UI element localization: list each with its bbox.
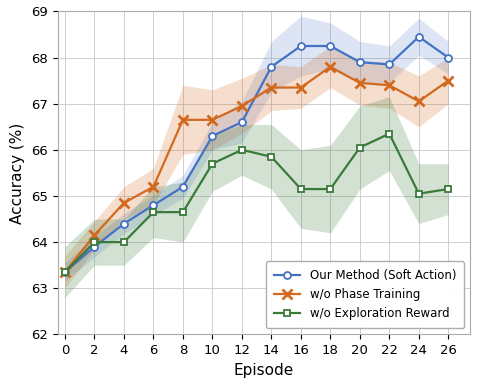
w/o Phase Training bbox=[209, 117, 215, 122]
Our Method (Soft Action) bbox=[151, 203, 156, 207]
w/o Phase Training bbox=[327, 65, 333, 69]
Our Method (Soft Action) bbox=[386, 62, 392, 67]
X-axis label: Episode: Episode bbox=[234, 363, 294, 378]
w/o Phase Training bbox=[62, 270, 68, 274]
w/o Exploration Reward bbox=[386, 131, 392, 136]
Our Method (Soft Action) bbox=[209, 134, 215, 138]
Legend: Our Method (Soft Action), w/o Phase Training, w/o Exploration Reward: Our Method (Soft Action), w/o Phase Trai… bbox=[266, 261, 465, 328]
w/o Exploration Reward bbox=[357, 145, 363, 150]
Our Method (Soft Action) bbox=[180, 184, 186, 189]
w/o Phase Training bbox=[357, 81, 363, 85]
w/o Phase Training bbox=[92, 233, 97, 238]
w/o Phase Training bbox=[180, 117, 186, 122]
Our Method (Soft Action) bbox=[62, 270, 68, 274]
w/o Exploration Reward bbox=[92, 240, 97, 244]
w/o Exploration Reward bbox=[209, 162, 215, 166]
Our Method (Soft Action) bbox=[121, 222, 127, 226]
w/o Exploration Reward bbox=[298, 187, 304, 191]
w/o Exploration Reward bbox=[121, 240, 127, 244]
w/o Exploration Reward bbox=[327, 187, 333, 191]
Our Method (Soft Action) bbox=[92, 244, 97, 249]
Our Method (Soft Action) bbox=[327, 44, 333, 48]
Line: w/o Phase Training: w/o Phase Training bbox=[60, 62, 453, 277]
w/o Phase Training bbox=[268, 85, 274, 90]
Our Method (Soft Action) bbox=[268, 65, 274, 69]
Y-axis label: Accuracy (%): Accuracy (%) bbox=[11, 122, 25, 223]
w/o Phase Training bbox=[121, 201, 127, 205]
w/o Phase Training bbox=[416, 99, 421, 104]
w/o Phase Training bbox=[151, 184, 156, 189]
w/o Phase Training bbox=[445, 78, 451, 83]
w/o Exploration Reward bbox=[268, 154, 274, 159]
Our Method (Soft Action) bbox=[445, 55, 451, 60]
Our Method (Soft Action) bbox=[416, 35, 421, 39]
w/o Exploration Reward bbox=[239, 147, 245, 152]
Our Method (Soft Action) bbox=[357, 60, 363, 65]
Our Method (Soft Action) bbox=[298, 44, 304, 48]
w/o Exploration Reward bbox=[151, 210, 156, 214]
w/o Exploration Reward bbox=[62, 270, 68, 274]
w/o Exploration Reward bbox=[416, 192, 421, 196]
Line: Our Method (Soft Action): Our Method (Soft Action) bbox=[61, 33, 452, 276]
w/o Exploration Reward bbox=[180, 210, 186, 214]
Our Method (Soft Action) bbox=[239, 120, 245, 124]
w/o Phase Training bbox=[239, 104, 245, 108]
w/o Phase Training bbox=[298, 85, 304, 90]
w/o Phase Training bbox=[386, 83, 392, 87]
Line: w/o Exploration Reward: w/o Exploration Reward bbox=[61, 130, 452, 276]
w/o Exploration Reward bbox=[445, 187, 451, 191]
